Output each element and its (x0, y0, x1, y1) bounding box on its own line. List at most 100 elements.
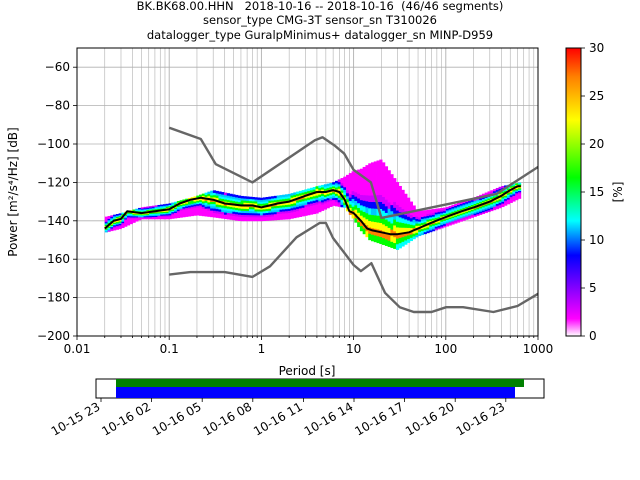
heatmap-cell (135, 208, 139, 211)
heatmap-cell (346, 201, 350, 206)
heatmap-cell (260, 207, 264, 210)
heatmap-cell (407, 235, 411, 240)
y-axis-label: Power [m²/s⁴/Hz] [dB] (6, 127, 20, 256)
heatmap-cell (182, 211, 186, 213)
heatmap-cell (193, 210, 197, 213)
heatmap-cell (470, 201, 475, 204)
heatmap-cell (143, 216, 147, 219)
heatmap-cell (423, 220, 427, 223)
heatmap-cell (407, 220, 411, 225)
heatmap-cell (179, 207, 183, 210)
heatmap-cell (409, 208, 413, 212)
high-noise-model-line (168, 126, 538, 220)
heatmap-cell (193, 212, 197, 215)
heatmap-cell (368, 163, 372, 171)
heatmap-cell (506, 194, 511, 197)
heatmap-cell (224, 209, 228, 213)
heatmap-cell (199, 211, 203, 215)
heatmap-cell (354, 183, 358, 189)
heatmap-cell (437, 211, 441, 214)
heatmap-cell (246, 210, 250, 214)
heatmap-cell (337, 204, 341, 207)
heatmap-cell (437, 215, 441, 218)
heatmap-cell (132, 220, 136, 222)
heatmap-cell (498, 202, 502, 205)
heatmap-cell (340, 192, 344, 196)
heatmap-cell (370, 162, 375, 170)
heatmap-cell (124, 222, 128, 225)
heatmap-cell (182, 212, 186, 215)
heatmap-cell (329, 186, 333, 190)
heatmap-cell (368, 201, 372, 209)
heatmap-cell (193, 204, 197, 207)
heatmap-cell (165, 210, 169, 212)
heatmap-cell (473, 201, 477, 204)
heatmap-cell (182, 203, 186, 206)
heatmap-cell (138, 215, 142, 218)
heatmap-cell (340, 187, 344, 191)
heatmap-cell (418, 225, 422, 228)
heatmap-cell (129, 215, 133, 218)
heatmap-cell (420, 218, 425, 222)
heatmap-cell (487, 198, 491, 201)
heatmap-cell (226, 212, 230, 216)
heatmap-cell (329, 182, 333, 186)
heatmap-cell (224, 212, 228, 215)
heatmap-cell (146, 213, 150, 216)
heatmap-cell (232, 215, 236, 219)
heatmap-cell (237, 195, 242, 198)
heatmap-cell (115, 222, 120, 225)
heatmap-cell (298, 207, 303, 211)
heatmap-cell (187, 202, 192, 205)
heatmap-cell (215, 206, 219, 210)
heatmap-cell (276, 203, 280, 206)
heatmap-cell (351, 190, 355, 196)
heatmap-cell (312, 193, 316, 197)
heatmap-cell (121, 223, 125, 226)
heatmap-cell (201, 206, 205, 209)
axes: 0.01 0.1 1 10 100 1000−60−80−100−120−140−160−… (37, 60, 553, 356)
heatmap-cell (459, 205, 463, 208)
heatmap-cell (404, 214, 408, 220)
heatmap-cell (479, 212, 483, 215)
heatmap-cell (157, 213, 161, 215)
heatmap-cell (387, 233, 391, 241)
heatmap-cell (509, 194, 513, 197)
heatmap-cell (254, 218, 258, 222)
heatmap-cell (118, 215, 122, 218)
heatmap-cell (473, 208, 477, 211)
heatmap-cell (448, 209, 452, 212)
heatmap-cell (404, 202, 408, 207)
heatmap-cell (168, 216, 172, 218)
heatmap-cell (118, 219, 122, 222)
heatmap-cell (395, 238, 400, 245)
heatmap-cell (479, 194, 483, 197)
heatmap-cell (479, 198, 483, 201)
heatmap-cell (113, 223, 117, 226)
heatmap-cell (479, 206, 483, 209)
heatmap-cell (273, 213, 278, 217)
heatmap-cell (382, 196, 386, 204)
heatmap-cell (495, 187, 499, 191)
heatmap-cell (404, 206, 408, 212)
heatmap-cell (304, 198, 308, 201)
heatmap-cell (359, 199, 364, 206)
heatmap-cell (445, 208, 450, 211)
heatmap-cell (368, 169, 372, 177)
heatmap-cell (212, 190, 217, 193)
heatmap-cell (248, 206, 253, 210)
heatmap-cell (501, 196, 505, 199)
heatmap-cell (448, 220, 452, 223)
heatmap-cell (174, 207, 178, 209)
heatmap-cell (348, 173, 352, 177)
heatmap-cell (110, 219, 114, 221)
heatmap-cell (282, 206, 286, 210)
heatmap-cell (107, 230, 111, 232)
heatmap-cell (190, 201, 194, 204)
heatmap-cell (493, 199, 497, 202)
heatmap-cell (329, 204, 333, 207)
heatmap-cell (226, 197, 230, 201)
heatmap-cell (190, 207, 194, 210)
heatmap-cell (398, 196, 402, 202)
heatmap-cell (346, 198, 350, 203)
